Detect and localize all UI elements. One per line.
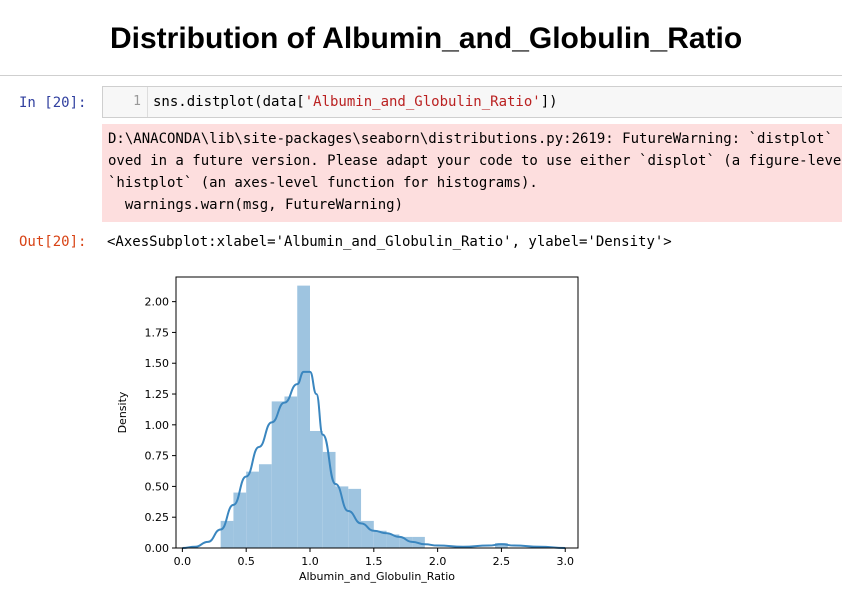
y-tick-label: 1.25 — [145, 388, 170, 401]
code-suffix: ]) — [540, 94, 558, 110]
cell-divider — [0, 75, 842, 76]
stderr-output: D:\ANACONDA\lib\site-packages\seaborn\di… — [102, 124, 842, 222]
y-tick-label: 0.00 — [145, 542, 170, 555]
histogram-bar — [335, 486, 349, 548]
x-tick-label: 3.0 — [556, 555, 574, 568]
output-prompt: Out[20]: — [19, 234, 87, 250]
x-tick-label: 1.0 — [301, 555, 319, 568]
x-tick-label: 2.5 — [493, 555, 511, 568]
code-input-area[interactable]: 1 sns.distplot(data['Albumin_and_Globuli… — [102, 86, 842, 118]
code-string-literal: 'Albumin_and_Globulin_Ratio' — [304, 94, 541, 110]
code-prefix: sns.distplot(data[ — [153, 94, 305, 110]
x-tick-label: 0.5 — [237, 555, 255, 568]
stderr-line: `histplot` (an axes-level function for h… — [108, 175, 538, 191]
histogram-bar — [361, 520, 374, 548]
x-axis-label: Albumin_and_Globulin_Ratio — [299, 570, 455, 583]
y-tick-label: 2.00 — [145, 296, 170, 309]
histogram-bar — [373, 530, 387, 548]
output-repr: <AxesSubplot:xlabel='Albumin_and_Globuli… — [107, 234, 672, 250]
y-tick-label: 1.50 — [145, 357, 170, 370]
histogram-bar — [284, 396, 298, 548]
axes-frame — [175, 276, 579, 549]
histogram-bar — [258, 464, 272, 548]
y-tick-label: 1.75 — [145, 326, 170, 339]
histogram-bar — [220, 520, 234, 548]
y-tick-label: 0.75 — [145, 450, 170, 463]
gutter-separator — [147, 87, 148, 117]
histogram-bar — [233, 492, 247, 548]
histogram-bar — [271, 401, 285, 548]
y-axis-label: Density — [116, 391, 129, 433]
stderr-line: oved in a future version. Please adapt y… — [108, 153, 842, 169]
line-number: 1 — [133, 94, 141, 109]
stderr-line: warnings.warn(msg, FutureWarning) — [108, 197, 404, 213]
x-tick-label: 2.0 — [429, 555, 447, 568]
stderr-line: D:\ANACONDA\lib\site-packages\seaborn\di… — [108, 131, 842, 147]
y-tick-label: 0.50 — [145, 480, 170, 493]
markdown-heading: Distribution of Albumin_and_Globulin_Rat… — [110, 22, 743, 55]
distplot-chart: 0.00 0.25 0.50 0.75 1.00 1.25 1.50 1.75 2.00 0.0 0… — [100, 275, 600, 595]
histogram-bar — [297, 285, 310, 548]
y-tick-label: 0.25 — [145, 511, 170, 524]
input-prompt: In [20]: — [19, 95, 87, 111]
x-tick-label: 0.0 — [174, 555, 192, 568]
histogram-bar — [399, 536, 413, 548]
y-tick-label: 1.00 — [145, 419, 170, 432]
kde-line — [182, 370, 566, 549]
histogram-bar — [386, 534, 400, 548]
chart-svg: 0.00 0.25 0.50 0.75 1.00 1.25 1.50 1.75 2.00 0.0 0… — [116, 276, 579, 583]
x-tick-label: 1.5 — [365, 555, 383, 568]
code-line[interactable]: sns.distplot(data['Albumin_and_Globulin_… — [153, 87, 558, 117]
histogram-bar — [246, 471, 259, 548]
histogram-bar — [495, 543, 508, 548]
histogram-bar — [310, 430, 323, 548]
